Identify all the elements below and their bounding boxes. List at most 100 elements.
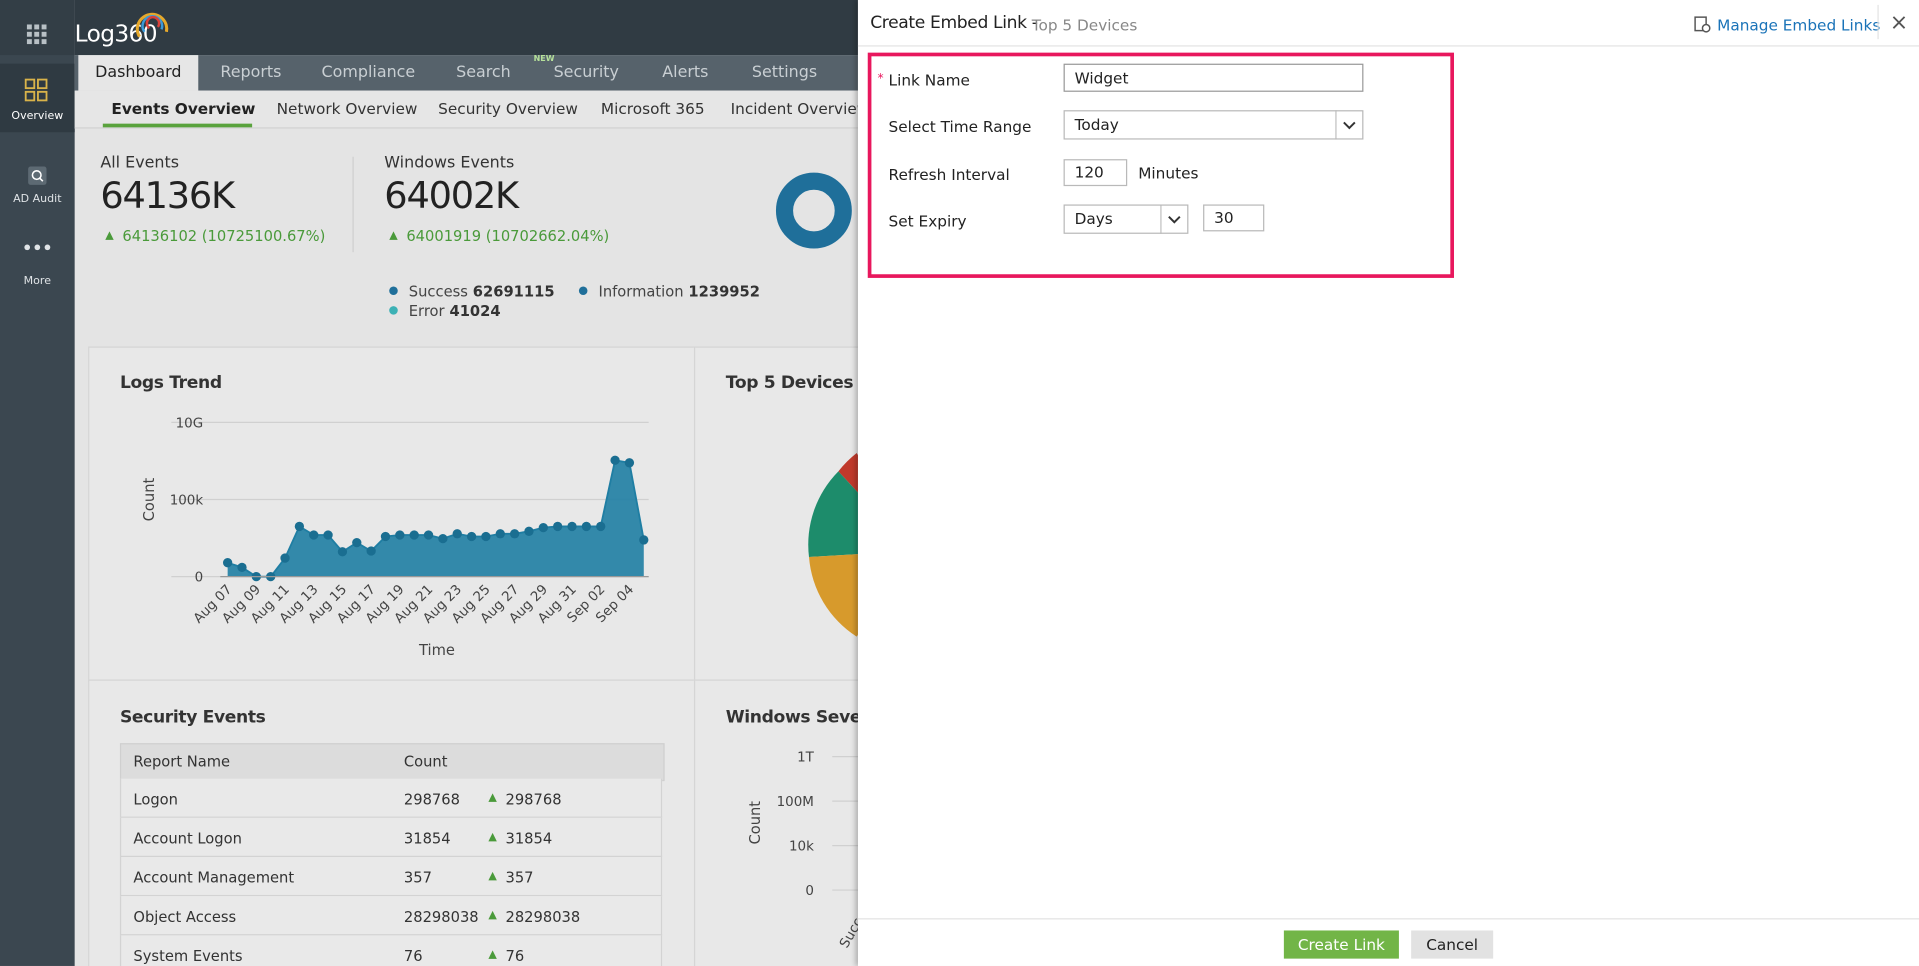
card-title: Windows Severity xyxy=(725,707,894,728)
point xyxy=(395,530,405,540)
highlight-box xyxy=(867,52,1454,278)
trend-up: ▲ xyxy=(105,230,114,243)
nav-label: Overview xyxy=(11,110,64,123)
y-tick-label: 1T xyxy=(797,751,815,766)
nav-overview[interactable]: Overview xyxy=(0,63,75,133)
column-header: Report Name xyxy=(133,752,231,771)
count: 76 xyxy=(403,947,423,965)
apps-icon xyxy=(26,24,47,45)
sub-tab[interactable]: Security Overview xyxy=(438,99,578,118)
nav-tab[interactable]: Security xyxy=(553,63,619,83)
overview-icon xyxy=(24,78,48,102)
expiry-input[interactable]: 30 xyxy=(1203,204,1265,232)
stat-value: 64002K xyxy=(384,175,519,218)
table-row xyxy=(119,817,663,858)
sub-tab[interactable]: Incident Overview xyxy=(730,99,870,118)
nav-ad-audit[interactable]: AD Audit xyxy=(0,162,75,211)
point xyxy=(466,531,477,542)
footer-border xyxy=(857,918,1919,920)
point xyxy=(495,529,505,539)
y-tick-label: 0 xyxy=(195,571,204,586)
point xyxy=(237,562,247,573)
apps-button[interactable] xyxy=(0,0,75,56)
point xyxy=(481,531,491,542)
create-button[interactable]: Create Link xyxy=(1283,930,1399,959)
trend-up: ▲ xyxy=(488,909,497,922)
legend-label: Error xyxy=(408,302,445,320)
report-name[interactable]: Object Access xyxy=(133,908,237,926)
nav-tab[interactable]: Settings xyxy=(751,63,818,83)
trend-up: ▲ xyxy=(488,948,497,962)
nav-more[interactable]: ••• More xyxy=(0,240,75,291)
point xyxy=(352,537,362,548)
nav-label: More xyxy=(23,275,51,288)
link-name-input[interactable]: Widget xyxy=(1063,63,1364,92)
cancel-button[interactable]: Cancel xyxy=(1411,930,1494,959)
report-name[interactable]: System Events xyxy=(133,947,243,965)
sub-tab[interactable]: Microsoft 365 xyxy=(600,99,705,118)
point xyxy=(524,526,534,536)
count: 298768 xyxy=(403,790,460,809)
close-button[interactable]: × xyxy=(1889,9,1909,36)
y-tick-label: 100M xyxy=(777,795,814,810)
point xyxy=(509,529,520,539)
card-title: Top 5 Devices xyxy=(725,373,854,394)
dropdown-arrow xyxy=(1335,110,1356,140)
stat-title: All Events xyxy=(100,154,180,173)
top-bar xyxy=(74,0,858,56)
legend-label: Information xyxy=(598,282,684,300)
count: 28298038 xyxy=(403,908,479,926)
count: 357 xyxy=(403,869,432,887)
report-name[interactable]: Account Logon xyxy=(133,830,242,848)
embed-dialog: Create Embed Link - Top 5 Devices Manage… xyxy=(857,0,1919,966)
manage-link[interactable]: Manage Embed Links xyxy=(1717,15,1881,35)
point xyxy=(452,529,462,539)
nav-tab[interactable]: Reports xyxy=(220,63,282,83)
field-label: Refresh Interval xyxy=(888,165,1010,184)
report-name[interactable]: Account Management xyxy=(133,869,295,887)
legend-value: 62691115 xyxy=(472,282,555,300)
point xyxy=(222,558,233,568)
y-tick-label: 10G xyxy=(176,416,204,431)
point xyxy=(553,521,563,532)
donut xyxy=(775,172,852,249)
stat-change: 64136102 (10725100.67%) xyxy=(122,227,326,245)
expiry-unit-select[interactable]: Days xyxy=(1063,204,1189,234)
refresh-input[interactable]: 120 xyxy=(1063,159,1128,187)
nav-tab[interactable]: Search xyxy=(456,63,511,83)
trend-up: ▲ xyxy=(488,831,497,844)
card-title: Security Events xyxy=(119,707,266,728)
card-title: Logs Trend xyxy=(119,373,222,394)
sub-tab[interactable]: Events Overview xyxy=(111,99,256,118)
change: 298768 xyxy=(505,790,562,809)
logo-mark xyxy=(135,12,169,38)
time-range-select[interactable]: Today xyxy=(1063,110,1364,140)
table-row xyxy=(119,896,663,936)
new-badge: NEW xyxy=(533,53,555,64)
point xyxy=(294,521,305,532)
stat-value: 64136K xyxy=(100,175,235,218)
divider xyxy=(352,156,354,253)
y-axis-title: Count xyxy=(141,477,158,521)
y-tick-label: 10k xyxy=(789,839,814,854)
legend-value: 1239952 xyxy=(688,282,760,300)
trend-up: ▲ xyxy=(389,230,398,243)
nav-tab[interactable]: Compliance xyxy=(321,63,416,83)
dialog-title: Create Embed Link - xyxy=(870,13,1038,34)
field-label: Select Time Range xyxy=(888,117,1032,136)
nav-tab[interactable]: Dashboard xyxy=(78,55,199,91)
legend-dot xyxy=(389,286,398,296)
point xyxy=(309,530,319,540)
legend-dot xyxy=(578,286,588,296)
separator xyxy=(1877,4,1879,40)
report-name[interactable]: Logon xyxy=(133,790,178,809)
sub-tab[interactable]: Network Overview xyxy=(276,99,418,118)
field-label: Link Name xyxy=(888,71,970,90)
nav-tab[interactable]: Alerts xyxy=(662,63,709,83)
dialog-subtitle: Top 5 Devices xyxy=(1031,15,1138,35)
sidebar xyxy=(0,0,75,966)
legend-value: 41024 xyxy=(449,302,501,320)
point xyxy=(538,522,548,533)
legend-dot xyxy=(389,306,398,315)
